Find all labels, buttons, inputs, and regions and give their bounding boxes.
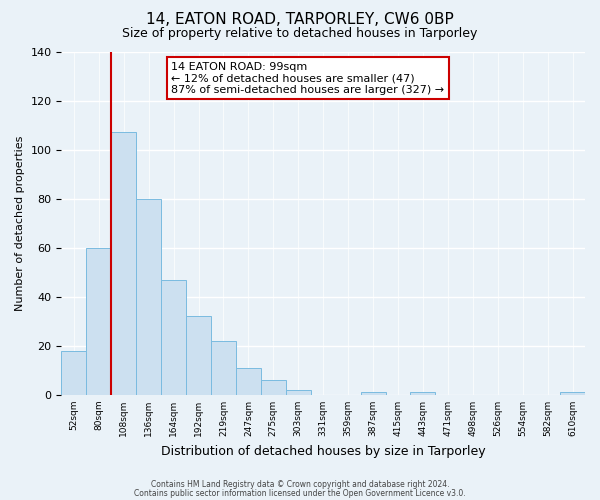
Text: Size of property relative to detached houses in Tarporley: Size of property relative to detached ho… — [122, 28, 478, 40]
Bar — [361, 392, 386, 395]
Bar — [560, 392, 585, 395]
Bar — [261, 380, 286, 395]
X-axis label: Distribution of detached houses by size in Tarporley: Distribution of detached houses by size … — [161, 444, 485, 458]
Bar — [410, 392, 436, 395]
Bar — [111, 132, 136, 395]
Bar — [161, 280, 186, 395]
Bar — [286, 390, 311, 395]
Text: Contains public sector information licensed under the Open Government Licence v3: Contains public sector information licen… — [134, 488, 466, 498]
Text: 14 EATON ROAD: 99sqm
← 12% of detached houses are smaller (47)
87% of semi-detac: 14 EATON ROAD: 99sqm ← 12% of detached h… — [172, 62, 445, 95]
Bar — [136, 198, 161, 395]
Text: 14, EATON ROAD, TARPORLEY, CW6 0BP: 14, EATON ROAD, TARPORLEY, CW6 0BP — [146, 12, 454, 28]
Bar — [61, 351, 86, 395]
Text: Contains HM Land Registry data © Crown copyright and database right 2024.: Contains HM Land Registry data © Crown c… — [151, 480, 449, 489]
Bar — [86, 248, 111, 395]
Bar — [211, 341, 236, 395]
Bar — [186, 316, 211, 395]
Bar — [236, 368, 261, 395]
Y-axis label: Number of detached properties: Number of detached properties — [15, 136, 25, 311]
